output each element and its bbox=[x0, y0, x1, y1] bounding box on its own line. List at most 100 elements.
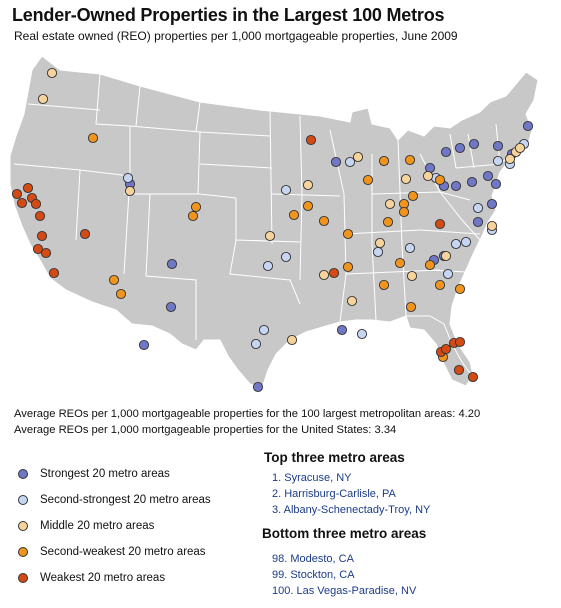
metro-dot[interactable] bbox=[352, 151, 364, 163]
metro-dot[interactable] bbox=[468, 138, 480, 150]
metro-dot[interactable] bbox=[454, 142, 466, 154]
page-title: Lender-Owned Properties in the Largest 1… bbox=[12, 5, 445, 25]
metro-dot[interactable] bbox=[46, 67, 58, 79]
metro-dot[interactable] bbox=[138, 339, 150, 351]
metro-dot[interactable] bbox=[87, 132, 99, 144]
metro-dot[interactable] bbox=[262, 260, 274, 272]
metro-dot[interactable] bbox=[258, 324, 270, 336]
metro-dot[interactable] bbox=[346, 295, 358, 307]
metro-dot[interactable] bbox=[336, 324, 348, 336]
metro-dot[interactable] bbox=[398, 206, 410, 218]
metro-dot[interactable] bbox=[165, 301, 177, 313]
metro-dot[interactable] bbox=[404, 154, 416, 166]
metro-dot[interactable] bbox=[407, 190, 419, 202]
metro-dot[interactable] bbox=[288, 209, 300, 221]
metro-dot[interactable] bbox=[378, 279, 390, 291]
metro-dot[interactable] bbox=[466, 176, 478, 188]
metro-dot[interactable] bbox=[434, 218, 446, 230]
metro-dot[interactable] bbox=[318, 269, 330, 281]
page-subtitle: Real estate owned (REO) properties per 1… bbox=[14, 29, 458, 43]
metro-dot[interactable] bbox=[378, 155, 390, 167]
metro-dot[interactable] bbox=[454, 283, 466, 295]
metro-dot[interactable] bbox=[482, 170, 494, 182]
metro-dot[interactable] bbox=[422, 170, 434, 182]
metro-dot[interactable] bbox=[362, 174, 374, 186]
metro-dot[interactable] bbox=[302, 179, 314, 191]
metro-dot[interactable] bbox=[40, 247, 52, 259]
metro-dot[interactable] bbox=[454, 336, 466, 348]
bottom-three-heading: Bottom three metro areas bbox=[262, 526, 427, 541]
metro-dot[interactable] bbox=[490, 178, 502, 190]
metro-dot[interactable] bbox=[434, 174, 446, 186]
metro-dots bbox=[11, 67, 534, 393]
metro-dot[interactable] bbox=[302, 200, 314, 212]
metro-dot[interactable] bbox=[36, 230, 48, 242]
metro-dot[interactable] bbox=[264, 230, 276, 242]
metro-dot[interactable] bbox=[372, 246, 384, 258]
metro-dot[interactable] bbox=[440, 146, 452, 158]
metro-dot[interactable] bbox=[450, 180, 462, 192]
metro-dot[interactable] bbox=[394, 257, 406, 269]
metro-dot[interactable] bbox=[440, 250, 452, 262]
metro-dot[interactable] bbox=[472, 216, 484, 228]
metro-dot[interactable] bbox=[330, 156, 342, 168]
metro-dot[interactable] bbox=[32, 243, 44, 255]
metro-dot[interactable] bbox=[37, 93, 49, 105]
metro-dot[interactable] bbox=[34, 210, 46, 222]
metro-dot[interactable] bbox=[486, 220, 498, 232]
metro-dot[interactable] bbox=[250, 338, 262, 350]
metro-dot[interactable] bbox=[442, 268, 454, 280]
metro-dot[interactable] bbox=[522, 120, 534, 132]
metro-dot[interactable] bbox=[384, 198, 396, 210]
metro-dot[interactable] bbox=[166, 258, 178, 270]
metro-dot[interactable] bbox=[492, 140, 504, 152]
metro-dot[interactable] bbox=[11, 188, 23, 200]
metro-dot[interactable] bbox=[280, 251, 292, 263]
metro-dot[interactable] bbox=[187, 210, 199, 222]
metro-dot[interactable] bbox=[252, 381, 264, 393]
metro-dot[interactable] bbox=[492, 155, 504, 167]
metro-dot[interactable] bbox=[434, 279, 446, 291]
metro-dot[interactable] bbox=[16, 197, 28, 209]
metro-dot[interactable] bbox=[48, 267, 60, 279]
metro-dot[interactable] bbox=[344, 156, 356, 168]
list-item: 99. Stockton, CA bbox=[272, 569, 355, 581]
metro-dot[interactable] bbox=[356, 328, 368, 340]
metro-dot[interactable] bbox=[424, 259, 436, 271]
legend-label: Strongest 20 metro areas bbox=[40, 468, 170, 480]
metro-dot[interactable] bbox=[79, 228, 91, 240]
metro-dot[interactable] bbox=[30, 198, 42, 210]
metro-dot[interactable] bbox=[122, 172, 134, 184]
legend-item-second-weakest: Second-weakest 20 metro areas bbox=[18, 539, 211, 565]
metro-dot[interactable] bbox=[405, 301, 417, 313]
metro-dot[interactable] bbox=[467, 371, 479, 383]
metro-dot[interactable] bbox=[400, 173, 412, 185]
metro-dot[interactable] bbox=[374, 237, 386, 249]
metro-dot[interactable] bbox=[286, 334, 298, 346]
legend-swatch bbox=[18, 547, 28, 557]
metro-dot[interactable] bbox=[305, 134, 317, 146]
metro-dot[interactable] bbox=[280, 184, 292, 196]
metro-dot[interactable] bbox=[440, 343, 452, 355]
metro-dot[interactable] bbox=[460, 236, 472, 248]
metro-dot[interactable] bbox=[453, 364, 465, 376]
list-item: 3. Albany-Schenectady-Troy, NY bbox=[272, 504, 431, 516]
metro-dot[interactable] bbox=[504, 153, 516, 165]
metro-dot[interactable] bbox=[514, 142, 526, 154]
metro-dot[interactable] bbox=[342, 228, 354, 240]
metro-dot[interactable] bbox=[318, 215, 330, 227]
metro-dot[interactable] bbox=[22, 182, 34, 194]
metro-dot[interactable] bbox=[406, 270, 418, 282]
metro-dot[interactable] bbox=[124, 185, 136, 197]
metro-dot[interactable] bbox=[404, 242, 416, 254]
metro-dot[interactable] bbox=[382, 216, 394, 228]
metro-dot[interactable] bbox=[472, 202, 484, 214]
metro-dot[interactable] bbox=[328, 267, 340, 279]
metro-dot[interactable] bbox=[342, 261, 354, 273]
metro-dot[interactable] bbox=[108, 274, 120, 286]
metro-dot[interactable] bbox=[450, 238, 462, 250]
metro-dot[interactable] bbox=[115, 288, 127, 300]
metro-dot[interactable] bbox=[190, 201, 202, 213]
legend-label: Weakest 20 metro areas bbox=[40, 572, 166, 584]
metro-dot[interactable] bbox=[486, 198, 498, 210]
